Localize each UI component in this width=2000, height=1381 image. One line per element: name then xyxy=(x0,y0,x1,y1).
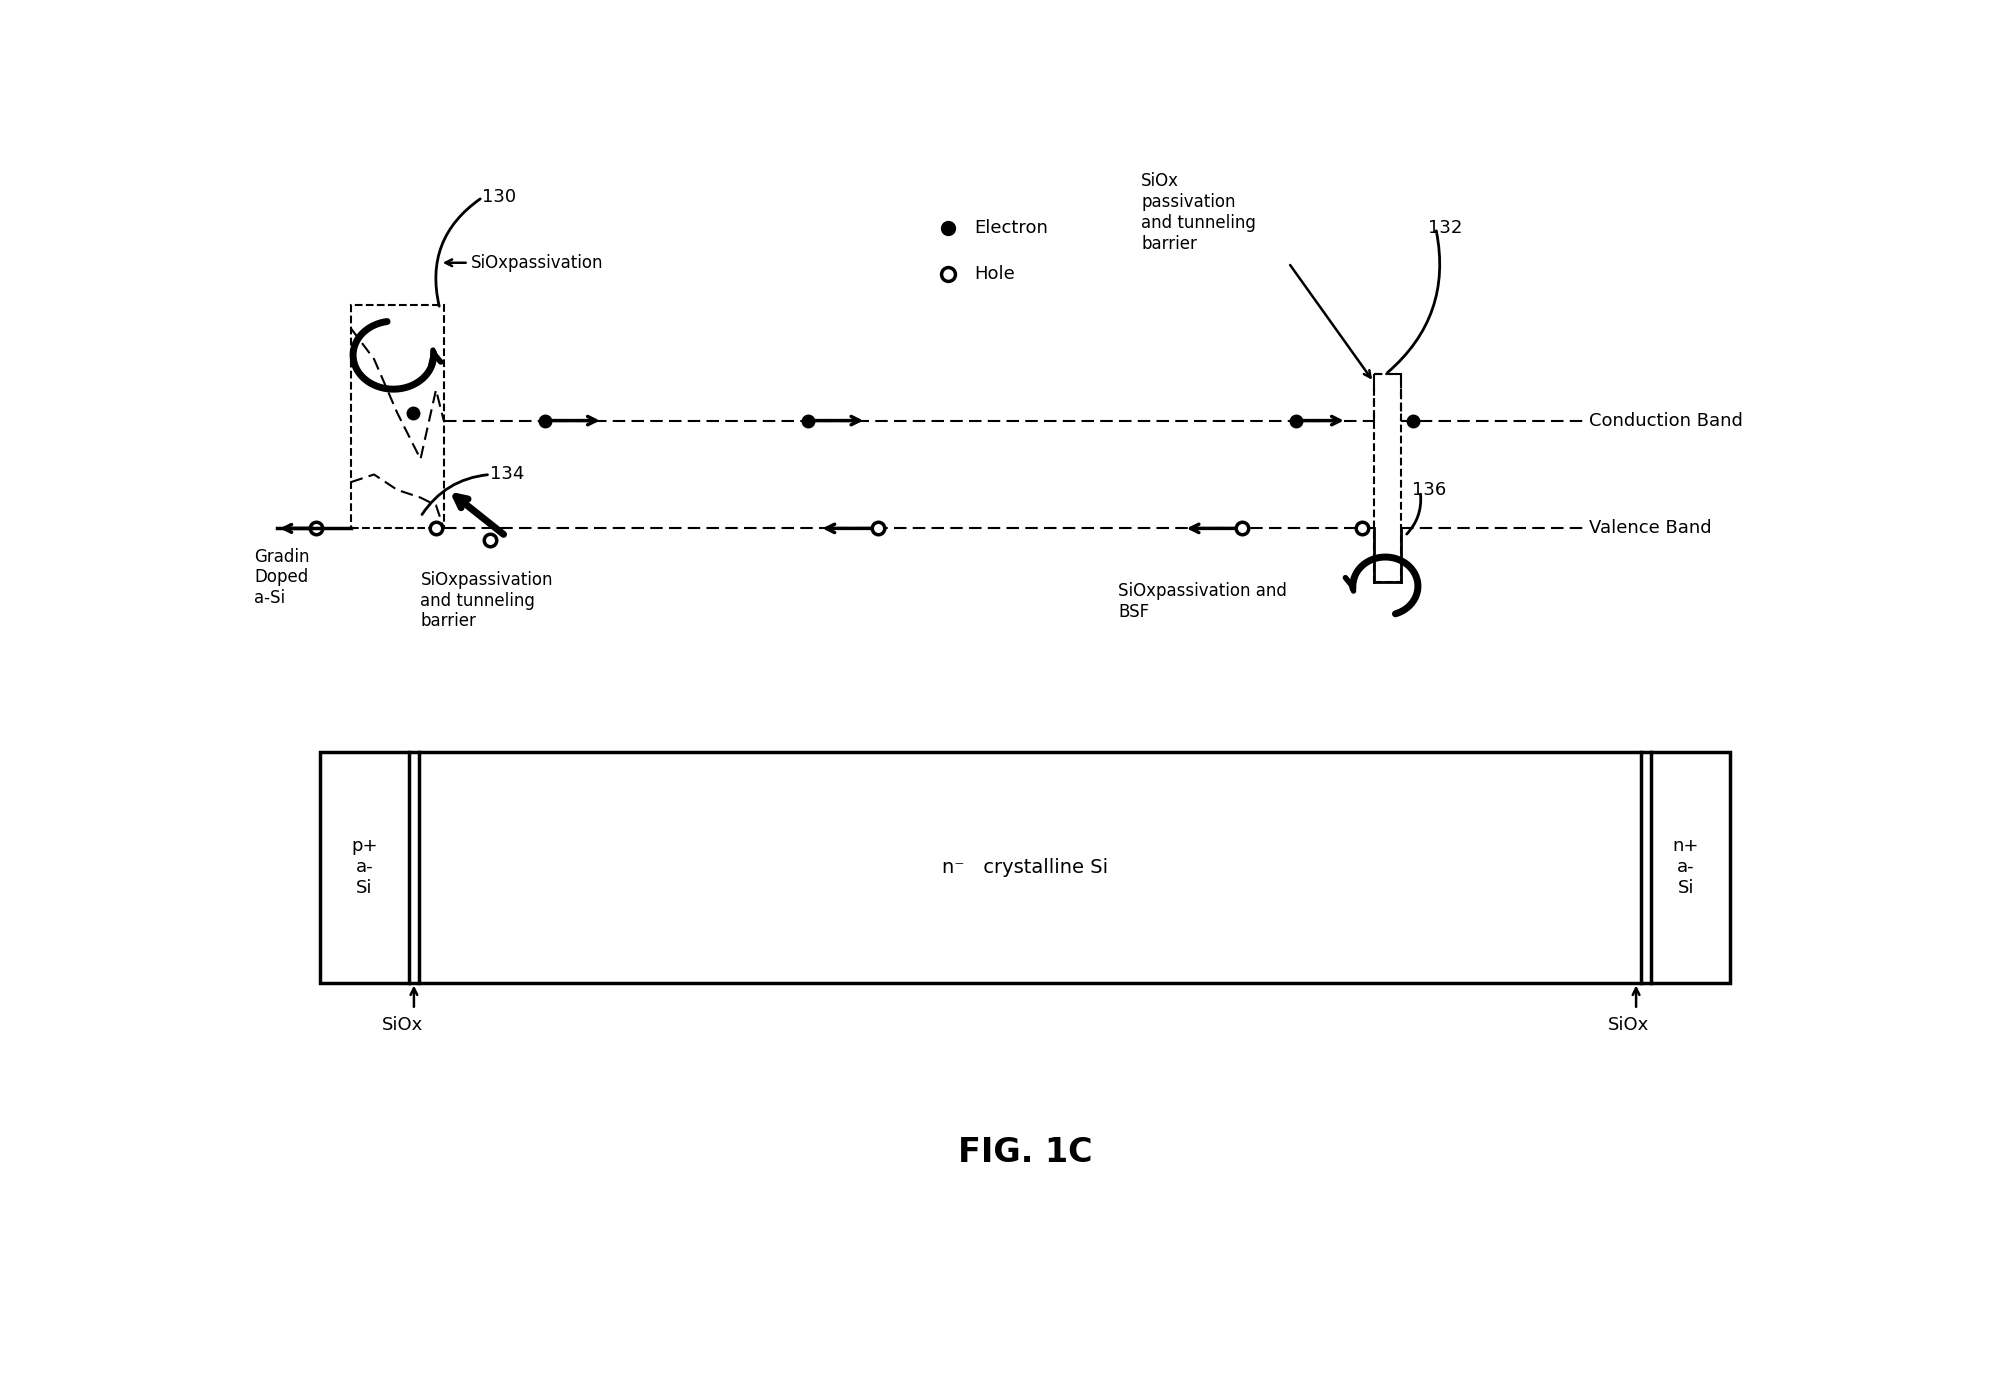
Bar xyxy=(1374,374,1400,583)
Text: SiOxpassivation and
BSF: SiOxpassivation and BSF xyxy=(1118,583,1286,621)
Text: p+
a-
Si: p+ a- Si xyxy=(352,837,378,898)
Text: n+
a-
Si: n+ a- Si xyxy=(1672,837,1698,898)
Text: Gradin
Doped
a-Si: Gradin Doped a-Si xyxy=(254,548,310,608)
Text: 132: 132 xyxy=(1428,220,1462,238)
Text: 134: 134 xyxy=(490,465,524,483)
Bar xyxy=(350,305,444,529)
Text: Electron: Electron xyxy=(974,220,1048,238)
Bar xyxy=(320,751,1730,983)
Text: 136: 136 xyxy=(1412,481,1446,499)
Text: SiOxpassivation: SiOxpassivation xyxy=(470,254,604,272)
Text: SiOx: SiOx xyxy=(1608,1016,1648,1034)
Text: Hole: Hole xyxy=(974,265,1016,283)
Text: Valence Band: Valence Band xyxy=(1590,519,1712,537)
Text: 130: 130 xyxy=(482,188,516,206)
Text: SiOx: SiOx xyxy=(382,1016,422,1034)
Text: SiOxpassivation
and tunneling
barrier: SiOxpassivation and tunneling barrier xyxy=(420,570,552,630)
Text: SiOx
passivation
and tunneling
barrier: SiOx passivation and tunneling barrier xyxy=(1142,173,1256,253)
Text: n⁻   crystalline Si: n⁻ crystalline Si xyxy=(942,858,1108,877)
Text: Conduction Band: Conduction Band xyxy=(1590,412,1744,429)
Text: FIG. 1C: FIG. 1C xyxy=(958,1135,1092,1168)
